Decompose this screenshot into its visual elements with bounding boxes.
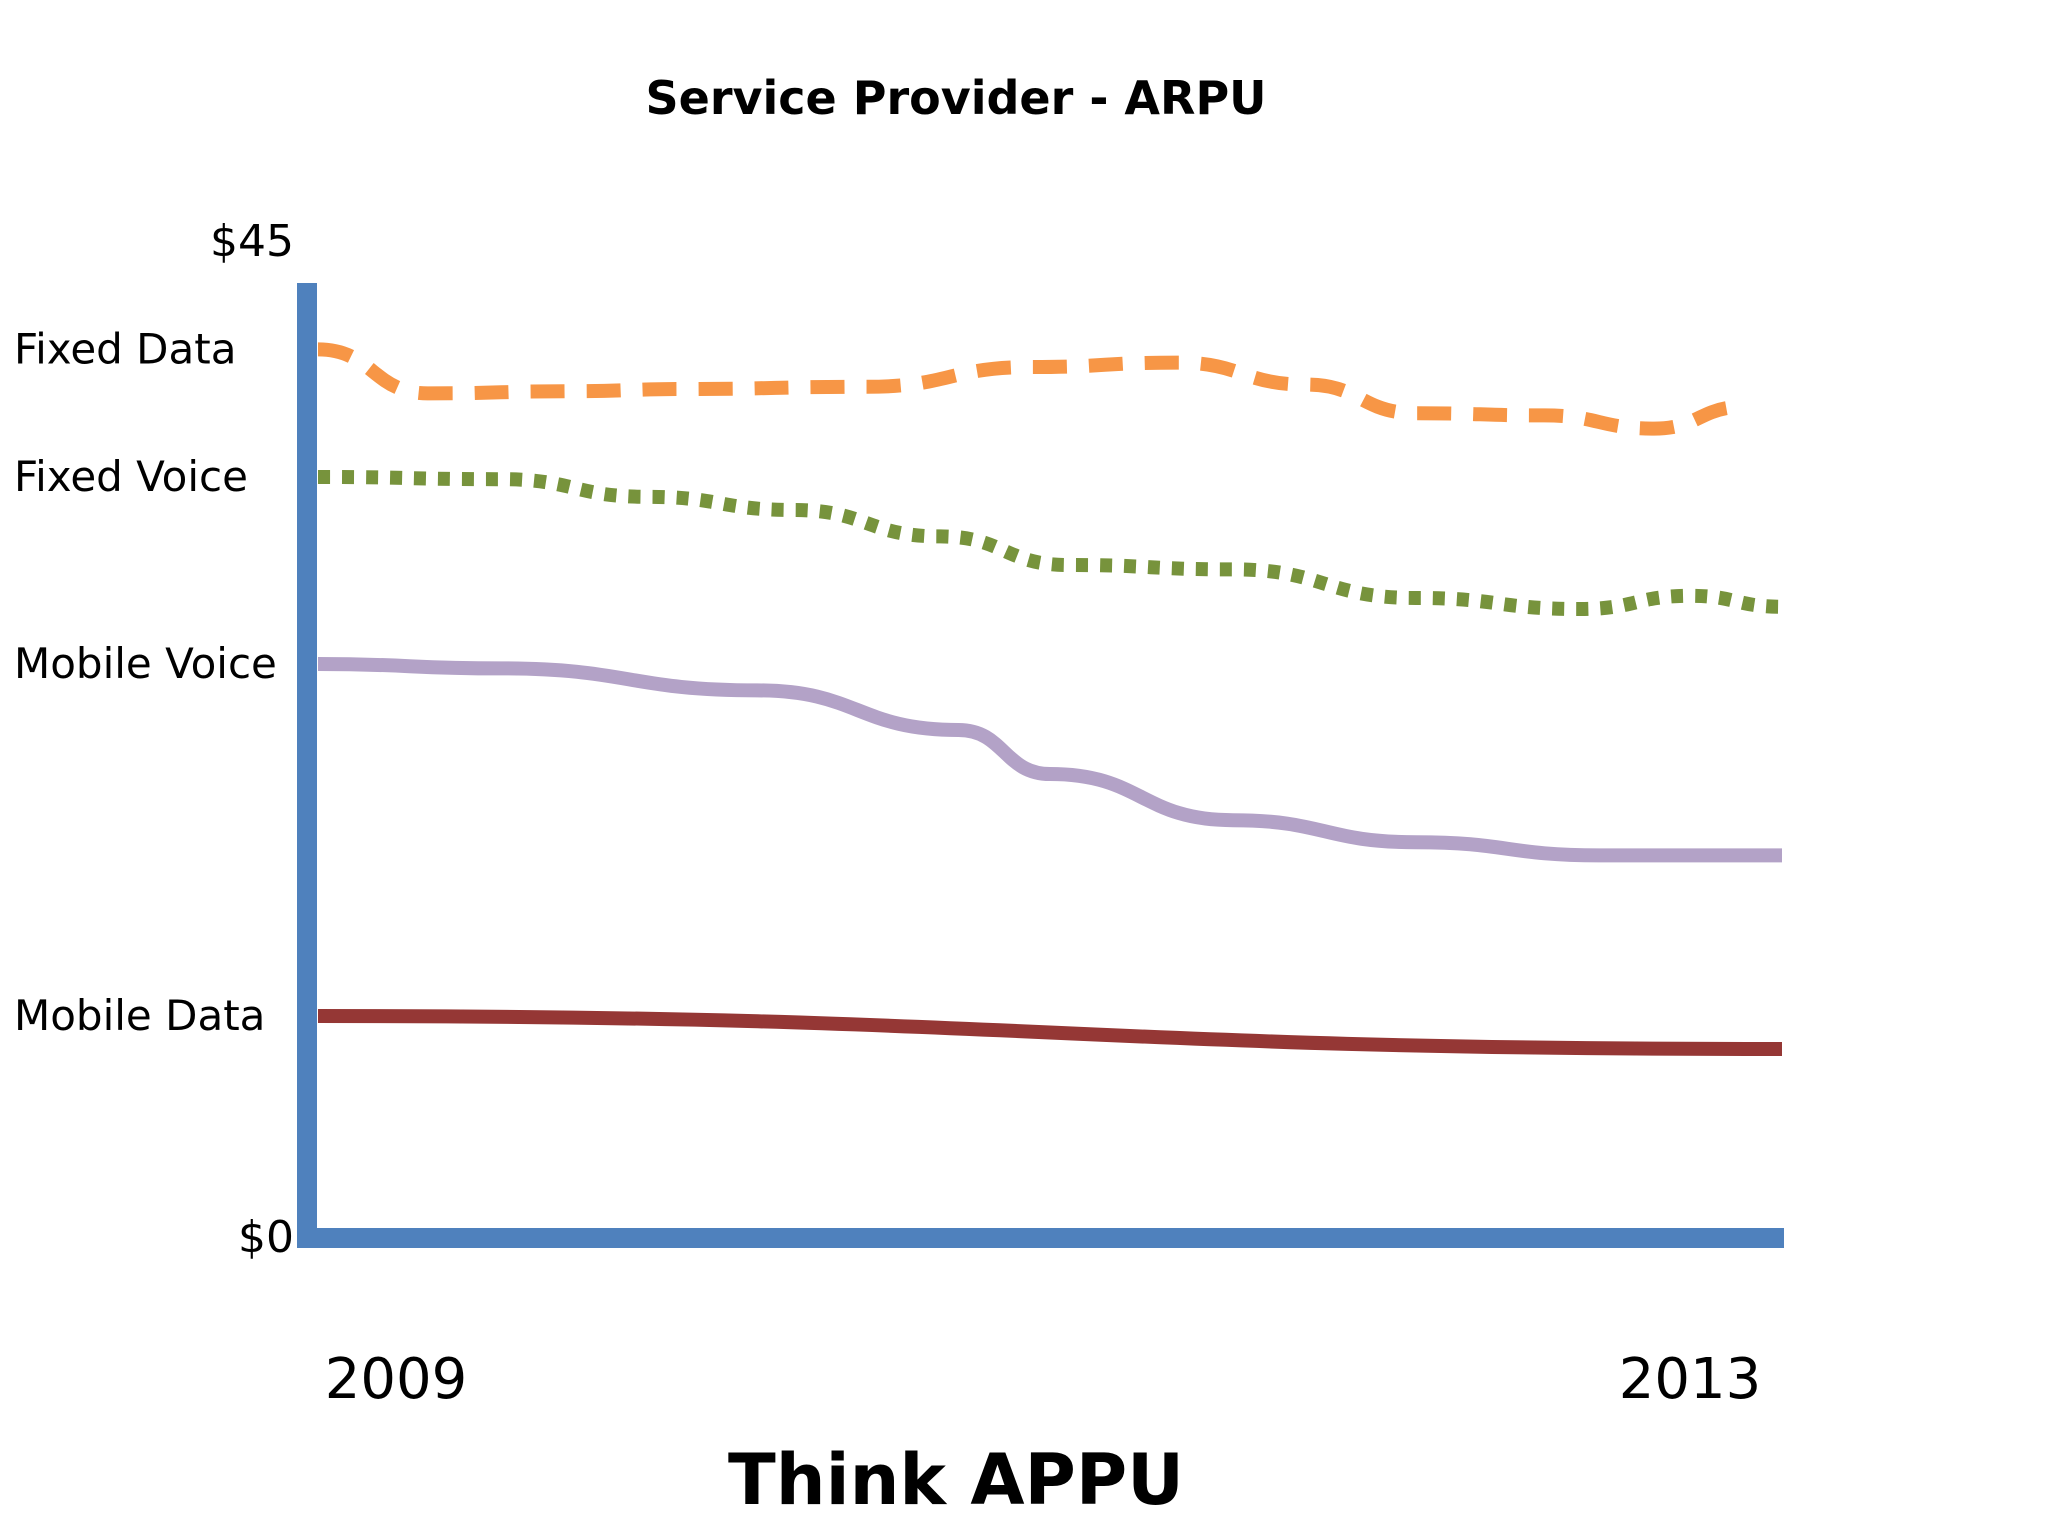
series-line-mobile-data: [317, 1009, 1783, 1056]
y-tick-label-bottom: $0: [238, 1212, 294, 1263]
chart-title: Service Provider - ARPU: [645, 71, 1266, 125]
x-tick-label-left: 2009: [325, 1347, 468, 1412]
series-label-mobile-data: Mobile Data: [14, 991, 265, 1040]
x-axis-label: Think APPU: [728, 1439, 1184, 1521]
series-line-mobile-voice: [317, 657, 1782, 863]
series-line-fixed-data: [317, 342, 1746, 436]
series-label-mobile-voice: Mobile Voice: [14, 639, 277, 688]
series-label-fixed-data: Fixed Data: [14, 324, 236, 373]
series-line-fixed-voice: [317, 470, 1783, 616]
x-tick-label-right: 2013: [1619, 1347, 1762, 1412]
y-tick-label-top: $45: [210, 216, 294, 267]
series-labels: Fixed Data Fixed Voice Mobile Voice Mobile …: [14, 324, 277, 1040]
plot-area: [317, 342, 1783, 1056]
series-label-fixed-voice: Fixed Voice: [14, 452, 248, 501]
